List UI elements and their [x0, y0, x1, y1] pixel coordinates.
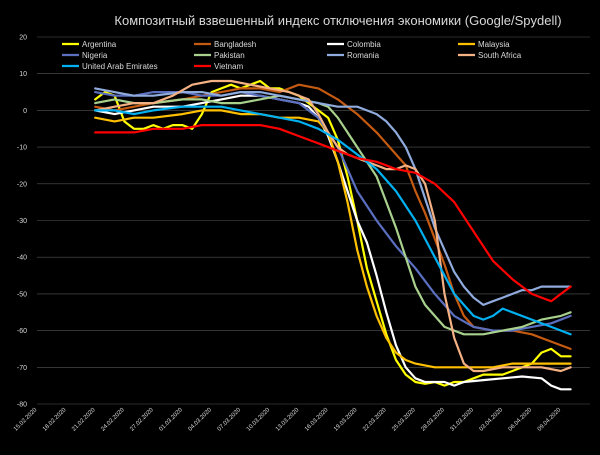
legend-label: Pakistan: [214, 51, 245, 60]
x-tick-label: 25.03.2020: [391, 407, 417, 433]
x-tick-label: 24.02.2020: [100, 407, 126, 433]
legend-label: South Africa: [478, 51, 522, 60]
legend-label: Vietnam: [214, 62, 244, 71]
x-tick-label: 04.03.2020: [188, 407, 214, 433]
x-tick-label: 09.04.2020: [537, 407, 563, 433]
legend-item: Malaysia: [458, 40, 510, 49]
legend-item: South Africa: [458, 51, 522, 60]
chart-title: Композитный взвешенный индекс отключения…: [114, 13, 561, 28]
series-line-united-arab-emirates: [94, 105, 572, 336]
x-tick-label: 15.02.2020: [13, 407, 39, 433]
legend-label: United Arab Emirates: [82, 62, 158, 71]
x-tick-label: 28.03.2020: [420, 407, 446, 433]
series-line-bangladesh: [94, 83, 572, 350]
legend-item: Argentina: [62, 40, 117, 49]
y-tick-label: -10: [17, 145, 27, 152]
x-tick-label: 27.02.2020: [129, 407, 155, 433]
x-tick-label: 16.03.2020: [304, 407, 330, 433]
series-line-vietnam: [94, 123, 572, 303]
y-tick-label: -50: [17, 291, 27, 298]
x-tick-label: 22.03.2020: [362, 407, 388, 433]
y-tick-label: -60: [17, 328, 27, 335]
y-tick-label: -30: [17, 218, 27, 225]
legend-item: Nigeria: [62, 51, 108, 60]
x-tick-label: 10.03.2020: [246, 407, 272, 433]
legend-item: Bangladesh: [194, 40, 256, 49]
x-tick-label: 03.04.2020: [479, 407, 505, 433]
y-tick-label: 0: [23, 108, 27, 115]
y-tick-label: -80: [17, 402, 27, 409]
series-line-malaysia: [94, 109, 572, 369]
legend-item: United Arab Emirates: [62, 62, 158, 71]
y-tick-label: 10: [19, 71, 27, 78]
y-axis: 20 10 0 -10 -20 -30 -40 -50 -60 -70 -80: [17, 35, 27, 409]
series-line-romania: [94, 87, 572, 306]
legend-item: Colombia: [327, 40, 381, 49]
x-tick-label: 19.03.2020: [333, 407, 359, 433]
series-line-colombia: [94, 94, 572, 391]
y-tick-label: -40: [17, 255, 27, 262]
series-lines: [94, 79, 572, 391]
x-axis: 15.02.2020 18.02.2020 21.02.2020 24.02.2020…: [13, 407, 563, 433]
legend-label: Nigeria: [82, 51, 108, 60]
legend-label: Bangladesh: [214, 40, 256, 49]
x-tick-label: 07.03.2020: [217, 407, 243, 433]
legend-item: Pakistan: [194, 51, 245, 60]
x-tick-label: 06.04.2020: [508, 407, 534, 433]
legend-item: Romania: [327, 51, 380, 60]
y-tick-label: 20: [19, 35, 27, 42]
y-tick-label: -20: [17, 181, 27, 188]
x-tick-label: 31.03.2020: [450, 407, 476, 433]
legend: Argentina Bangladesh Colombia Malaysia Niger…: [62, 40, 522, 71]
x-tick-label: 13.03.2020: [275, 407, 301, 433]
y-tick-label: -70: [17, 365, 27, 372]
legend-item: Vietnam: [194, 62, 244, 71]
x-tick-label: 01.03.2020: [158, 407, 184, 433]
x-tick-label: 21.02.2020: [71, 407, 97, 433]
series-line-argentina: [94, 79, 572, 387]
legend-label: Colombia: [347, 40, 381, 49]
legend-label: Malaysia: [478, 40, 510, 49]
legend-label: Argentina: [82, 40, 117, 49]
legend-label: Romania: [347, 51, 380, 60]
series-line-south-africa: [94, 79, 572, 373]
x-tick-label: 18.02.2020: [42, 407, 68, 433]
